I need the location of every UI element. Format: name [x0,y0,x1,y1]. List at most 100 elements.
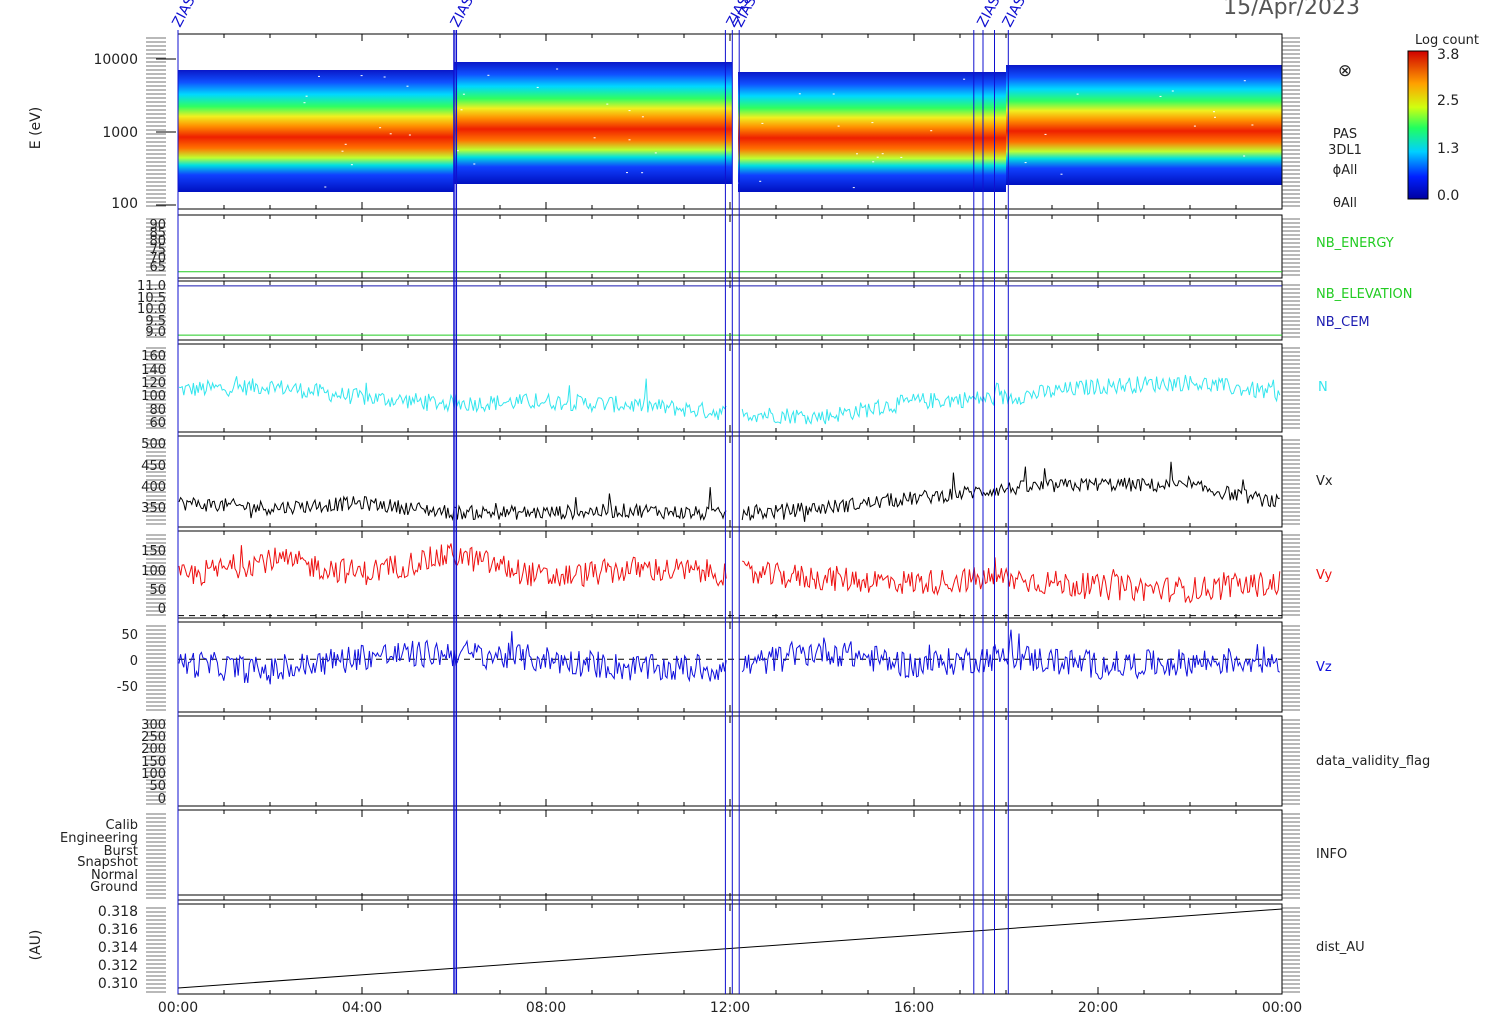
y-tick-label: 100 [141,564,166,579]
n-series-line [178,374,1281,425]
spectrogram-speckle [641,116,644,118]
y-tick-label: 300 [141,718,166,733]
spectrogram-speckle [473,163,476,165]
y-tick-label: 450 [141,459,166,474]
spectrogram-speckle [1060,173,1063,175]
spectrogram-speckle [318,75,320,77]
spectrogram-speckle [487,74,490,76]
y-tick-label: 0.314 [98,940,138,956]
spectrogram-speckle [383,76,386,78]
spectrogram-theta: θAll [1333,196,1357,211]
y-tick-label: 160 [141,349,166,364]
spectrogram-speckle [881,153,884,155]
spectrogram-ytick: 100 [111,196,138,212]
dist-series-line [177,908,1283,989]
x-tick-label: 08:00 [526,1000,566,1016]
event-marker-label: ZIAS [448,0,477,30]
y-tick-label: Snapshot [77,855,138,870]
y-tick-label: 100 [141,389,166,404]
y-tick-label: 80 [149,234,166,249]
dist-ylabel: (AU) [28,930,44,961]
colorbar-tick: 3.8 [1437,47,1459,63]
nb-energy-label: NB_ENERGY [1316,236,1394,251]
spectrogram-speckle [761,122,764,124]
distance-panel: (AU) 0.318 0.316 0.314 0.312 0.310 dist_… [28,904,1365,992]
colorbar-tick: 1.3 [1437,141,1459,157]
spectrogram-speckle [350,164,353,166]
spectrogram-speckle [930,130,933,132]
panel-frame [177,809,1283,901]
spectrogram-speckle [1214,116,1216,118]
spectrogram-symbol: ⊗ [1338,61,1352,81]
spectrogram-speckle [645,186,648,188]
spectrogram-speckle [1016,187,1019,189]
panel-frame [177,435,1283,528]
y-tick-label: 150 [141,544,166,559]
vz-label: Vz [1316,660,1332,675]
info-panel: Calib Engineering Burst Snapshot Normal … [60,818,1347,895]
y-tick-label: 250 [141,730,166,745]
colorbar-gradient [1407,50,1429,200]
spectrogram-speckle [360,75,363,77]
spectrogram-phi: ϕAll [1333,163,1358,178]
spectrogram-speckle [626,172,628,174]
info-label: INFO [1316,847,1347,862]
spectrogram-speckle [324,186,327,188]
validity-label: data_validity_flag [1316,754,1430,769]
spectrogram-ylabel: E (eV) [28,107,44,149]
y-tick-label: 90 [149,218,166,233]
x-tick-label: 12:00 [710,1000,750,1016]
spectrogram-speckle [379,127,382,129]
vy-label: Vy [1316,568,1333,583]
spectrogram-speckle [641,172,644,174]
y-tick-label: 0 [158,602,166,617]
nb-elevation-label: NB_ELEVATION [1316,287,1413,302]
spectrogram-speckle [305,95,308,97]
spectrogram-heatmap [178,62,1282,192]
spectrogram-speckle [852,187,855,189]
spectrogram-speckle [628,110,631,112]
y-tick-label: Burst [104,844,138,859]
spectrogram-speckle [1251,124,1254,126]
spectrogram-speckle [628,139,631,141]
spectrogram-speckle [1159,95,1162,97]
y-tick-label: 85 [149,226,166,241]
spectrogram-speckle [1243,155,1246,157]
y-tick-label: 200 [141,742,166,757]
y-tick-label: Engineering [60,831,138,846]
spectrogram-speckle [1193,125,1196,127]
colorbar-title: Log count [1415,33,1479,48]
spectrogram-speckle [762,67,764,69]
event-marker-label: ZIAS [974,0,1003,30]
spectrogram-speckle [1213,111,1215,113]
y-tick-label: 11.0 [137,279,166,294]
spectrogram-ytick: 10000 [93,52,138,68]
vz-panel: 50 0 -50 Vz [117,628,1332,695]
spectrogram-block [454,62,732,184]
y-tick-label: 400 [141,480,166,495]
x-tick-label: 00:00 [158,1000,198,1016]
vy-series-line [178,543,1281,604]
spectrogram-speckle [460,109,463,111]
colorbar-tick: 2.5 [1437,93,1459,109]
panel-frame [177,214,1283,279]
spectrogram-speckle [837,125,840,127]
x-tick-label: 16:00 [894,1000,934,1016]
spectrogram-speckle [303,102,306,104]
spectrogram-speckle [929,70,932,72]
event-marker-label: ZIAS [169,0,198,30]
y-tick-label: 350 [141,501,166,516]
y-tick-label: 140 [141,363,166,378]
colorbar-tick: 0.0 [1437,188,1459,204]
panel-frame [177,715,1283,807]
nb-cem-label: NB_CEM [1316,315,1370,330]
y-tick-label: 100 [141,767,166,782]
y-tick-label: 0 [158,792,166,807]
spectrogram-speckle [1076,93,1079,95]
y-tick-label: 50 [149,779,166,794]
y-tick-label: 9.0 [145,325,166,340]
spectrogram-speckle [1171,90,1174,92]
x-axis: 00:00 04:00 08:00 12:00 16:00 20:00 00:0… [158,1000,1302,1016]
spectrogram-speckle [389,133,392,135]
